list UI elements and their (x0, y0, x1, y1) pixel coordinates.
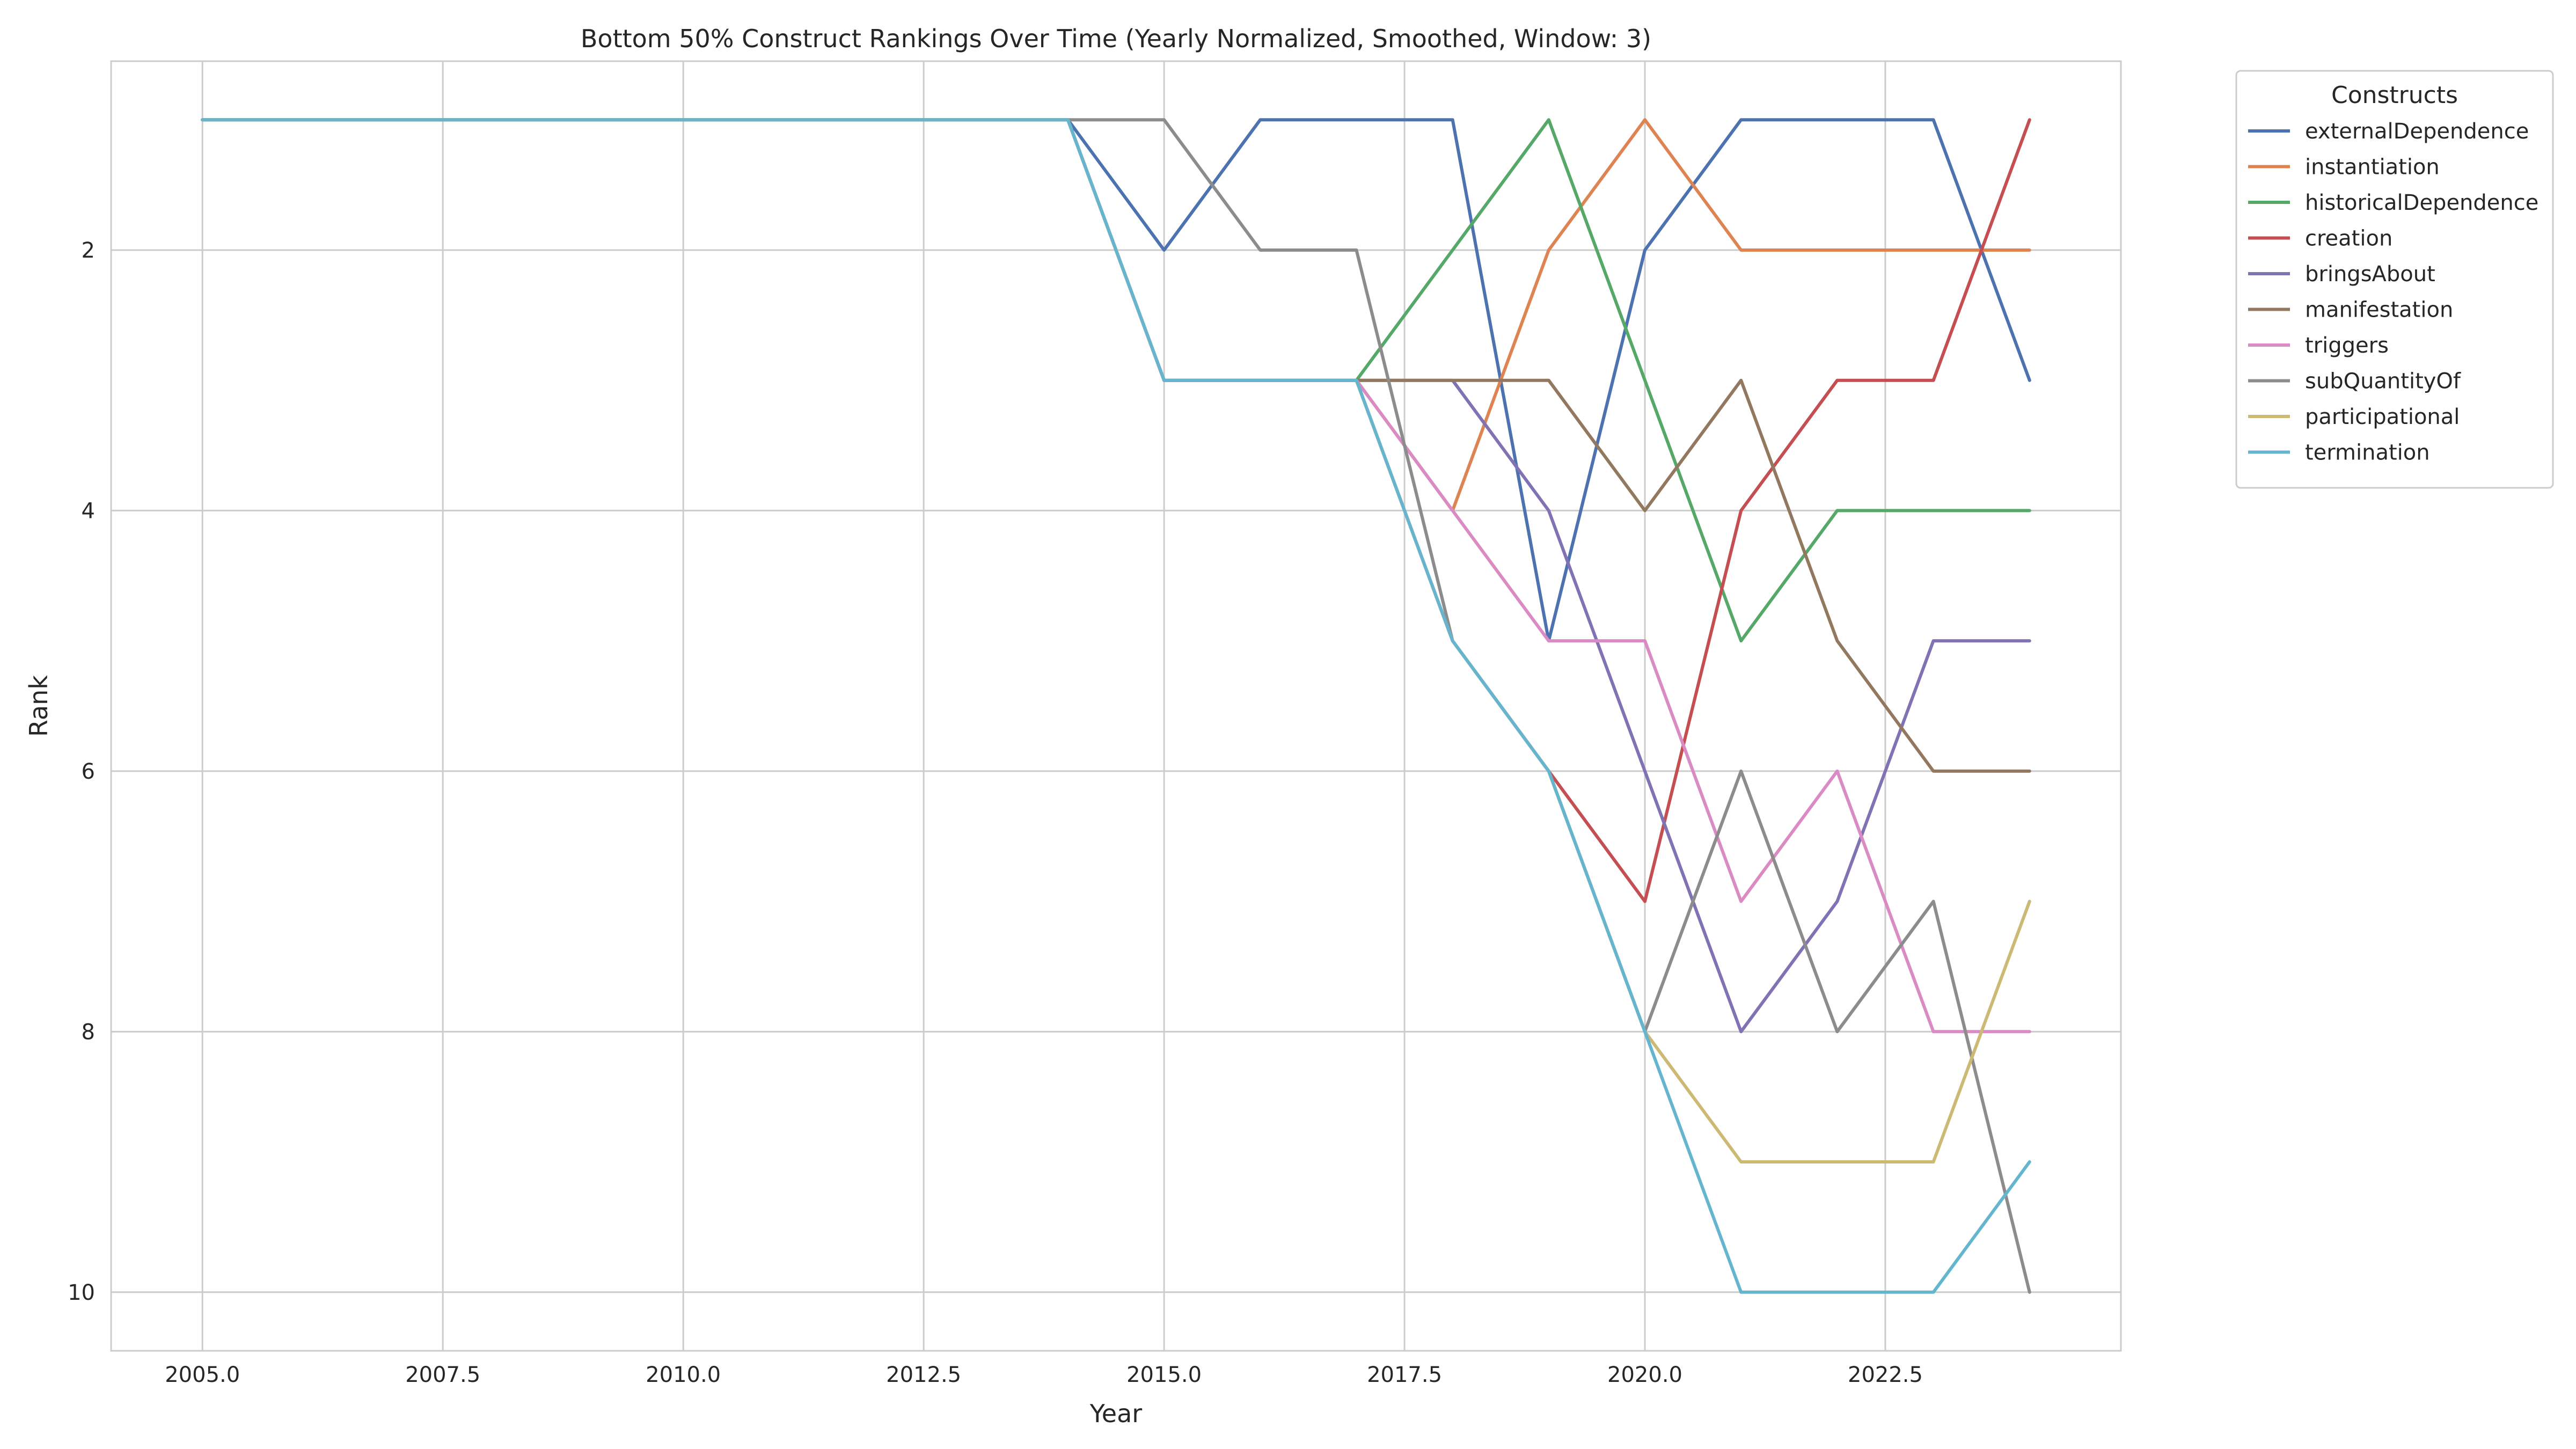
x-tick-label: 2007.5 (405, 1363, 480, 1387)
series-line-termination (201, 118, 2031, 1294)
y-axis-label: Rank (24, 675, 53, 737)
legend: Constructs externalDependence instantiati… (2235, 70, 2554, 489)
legend-label: creation (2305, 226, 2392, 251)
y-tick-label: 4 (82, 499, 95, 523)
legend-label: externalDependence (2305, 119, 2529, 144)
legend-items: externalDependence instantiation historica… (2248, 119, 2538, 465)
y-tick-label: 10 (68, 1280, 95, 1305)
x-tick-label: 2005.0 (165, 1363, 240, 1387)
x-tick-label: 2017.5 (1367, 1363, 1442, 1387)
x-tick-label: 2022.5 (1848, 1363, 1923, 1387)
legend-label: participational (2305, 405, 2460, 429)
x-tick-label: 2012.5 (886, 1363, 961, 1387)
legend-label: historicalDependence (2305, 191, 2538, 215)
legend-label: instantiation (2305, 155, 2440, 180)
x-tick-label: 2020.0 (1607, 1363, 1682, 1387)
y-tick-label: 6 (82, 759, 95, 784)
y-tick-label: 2 (82, 238, 95, 263)
x-tick-label: 2010.0 (646, 1363, 721, 1387)
legend-label: triggers (2305, 333, 2389, 358)
y-tick-label: 8 (82, 1020, 95, 1044)
legend-title: Constructs (2331, 82, 2458, 109)
x-axis-label: Year (1089, 1399, 1142, 1428)
x-axis-ticks: 2005.0 2007.5 2010.0 2012.5 2015.0 2017.5 2020… (165, 1363, 1923, 1387)
plot-area-frame (110, 60, 2122, 1352)
legend-label: subQuantityOf (2305, 369, 2461, 394)
x-tick-label: 2015.0 (1126, 1363, 1202, 1387)
y-axis-ticks: 2 4 6 8 10 (68, 238, 95, 1305)
series-lines (201, 118, 2031, 1294)
legend-label: bringsAbout (2305, 262, 2435, 287)
chart-title: Bottom 50% Construct Rankings Over Time … (581, 24, 1651, 53)
legend-label: manifestation (2305, 298, 2453, 323)
legend-box (2235, 70, 2554, 489)
legend-label: termination (2305, 441, 2430, 465)
